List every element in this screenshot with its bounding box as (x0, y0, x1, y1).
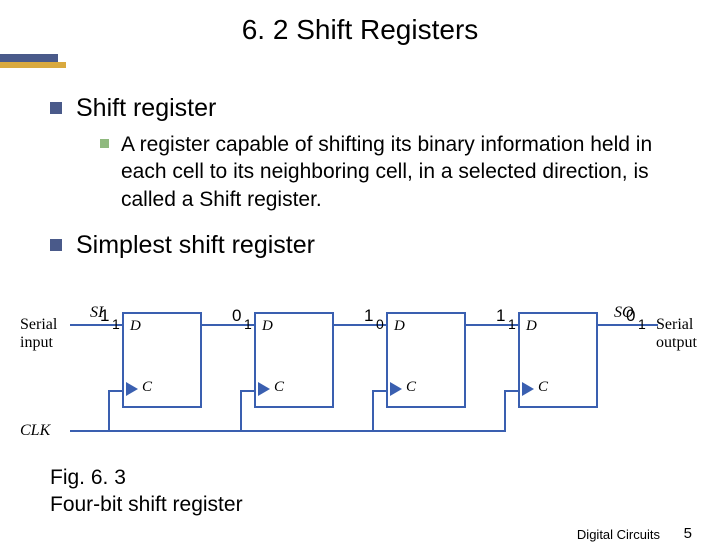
bit-value: 1 (100, 306, 109, 326)
flip-flop: DC (254, 312, 334, 408)
bit-sub: 1 (112, 316, 120, 332)
wire (240, 390, 242, 432)
square-bullet-icon (100, 139, 109, 148)
wire (70, 430, 504, 432)
bit-value: 1 (496, 306, 505, 326)
wire (504, 390, 518, 392)
wire (108, 390, 110, 432)
flip-flop: DC (122, 312, 202, 408)
wire (108, 390, 122, 392)
flip-flop: DC (518, 312, 598, 408)
bit-value: 1 (364, 306, 373, 326)
bit-value: 0 (626, 306, 635, 326)
square-bullet-icon (50, 102, 62, 114)
bit-sub: 1 (638, 316, 646, 332)
flip-flop: DC (386, 312, 466, 408)
bullet-l1-simplest: Simplest shift register (50, 231, 690, 260)
bullet-l2-definition: A register capable of shifting its binar… (100, 131, 690, 213)
diagram-label: Serial output (656, 316, 697, 352)
corner-accent (0, 54, 66, 74)
figure-caption: Fig. 6. 3 Four-bit shift register (50, 464, 243, 519)
figure-caption-line1: Fig. 6. 3 (50, 464, 243, 491)
bit-sub: 1 (244, 316, 252, 332)
bit-value: 0 (232, 306, 241, 326)
footer-page-number: 5 (684, 525, 692, 542)
slide-title: 6. 2 Shift Registers (0, 14, 720, 46)
bullet-text: A register capable of shifting its binar… (121, 131, 690, 213)
figure-caption-line2: Four-bit shift register (50, 491, 243, 518)
wire (240, 390, 254, 392)
bullet-text: Simplest shift register (76, 231, 315, 260)
bullet-text: Shift register (76, 94, 216, 123)
diagram-label: CLK (20, 422, 50, 440)
wire (372, 390, 374, 432)
diagram-label: Serial input (20, 316, 57, 352)
wire (504, 390, 506, 432)
bit-sub: 1 (508, 316, 516, 332)
shift-register-diagram: DCDCDCDCSerial inputSISOSerial outputCLK… (18, 304, 702, 444)
square-bullet-icon (50, 239, 62, 251)
bullet-l1-shift-register: Shift register (50, 94, 690, 123)
bit-sub: 0 (376, 316, 384, 332)
content-area: Shift register A register capable of shi… (50, 94, 690, 268)
wire (372, 390, 386, 392)
